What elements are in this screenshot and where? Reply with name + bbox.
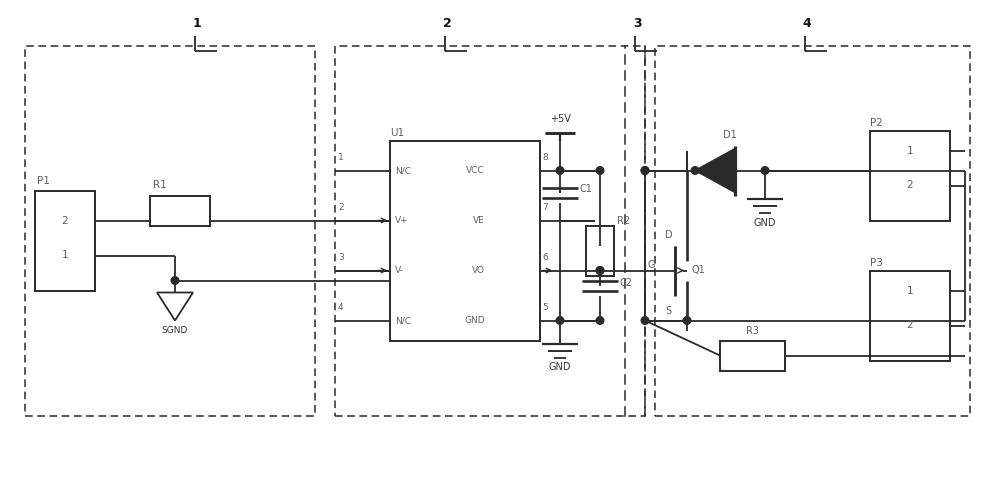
- Text: 2: 2: [62, 215, 68, 225]
- Bar: [335, 46, 645, 415]
- Text: 1: 1: [62, 250, 68, 261]
- Text: 1: 1: [193, 17, 201, 30]
- Text: N/C: N/C: [395, 166, 411, 175]
- Text: G: G: [648, 261, 656, 271]
- Text: R1: R1: [153, 180, 167, 190]
- Circle shape: [641, 317, 649, 324]
- Text: P1: P1: [37, 175, 50, 185]
- Text: 1: 1: [338, 153, 344, 162]
- Circle shape: [596, 267, 604, 275]
- Text: 2: 2: [907, 180, 913, 190]
- Text: 5: 5: [542, 303, 548, 312]
- Text: 2: 2: [443, 17, 451, 30]
- Text: 1: 1: [907, 145, 913, 155]
- Bar: [720, 341, 785, 371]
- Bar: [150, 195, 210, 225]
- Circle shape: [596, 167, 604, 174]
- Bar: [655, 46, 970, 415]
- Text: +5V: +5V: [550, 115, 570, 125]
- Text: P2: P2: [870, 118, 883, 127]
- Text: R3: R3: [746, 326, 759, 336]
- Text: S: S: [665, 306, 671, 316]
- Text: SGND: SGND: [162, 326, 188, 335]
- Text: Q1: Q1: [692, 266, 706, 276]
- Text: P3: P3: [870, 258, 883, 268]
- Circle shape: [761, 167, 769, 174]
- Circle shape: [556, 167, 564, 174]
- Text: N/C: N/C: [395, 316, 411, 325]
- Bar: [870, 130, 950, 220]
- Polygon shape: [695, 148, 735, 192]
- Text: C1: C1: [580, 184, 593, 194]
- Text: 2: 2: [907, 321, 913, 331]
- Circle shape: [596, 267, 604, 275]
- Text: VCC: VCC: [466, 166, 485, 175]
- Bar: [390, 140, 540, 341]
- Text: VE: VE: [473, 216, 485, 225]
- Text: GND: GND: [549, 363, 571, 373]
- Text: D1: D1: [723, 130, 737, 140]
- Text: U1: U1: [390, 127, 404, 137]
- Circle shape: [556, 317, 564, 324]
- Text: 4: 4: [803, 17, 811, 30]
- Text: 1: 1: [907, 286, 913, 296]
- Bar: [586, 225, 614, 276]
- Bar: [25, 46, 315, 415]
- Circle shape: [641, 167, 649, 174]
- Text: 2: 2: [338, 203, 344, 212]
- Bar: [870, 271, 950, 361]
- Circle shape: [171, 277, 179, 284]
- Text: V-: V-: [395, 266, 404, 275]
- Text: V+: V+: [395, 216, 409, 225]
- Circle shape: [683, 317, 691, 324]
- Circle shape: [691, 167, 699, 174]
- Text: GND: GND: [464, 316, 485, 325]
- Text: 6: 6: [542, 253, 548, 262]
- Text: GND: GND: [754, 217, 776, 227]
- Text: D: D: [665, 230, 673, 240]
- Bar: [35, 190, 95, 291]
- Text: 7: 7: [542, 203, 548, 212]
- Text: 8: 8: [542, 153, 548, 162]
- Text: 4: 4: [338, 303, 344, 312]
- Text: 3: 3: [338, 253, 344, 262]
- Text: VO: VO: [472, 266, 485, 275]
- Text: 3: 3: [633, 17, 641, 30]
- Text: R2: R2: [617, 215, 630, 225]
- Circle shape: [641, 167, 649, 174]
- Text: C2: C2: [620, 278, 633, 288]
- Circle shape: [596, 317, 604, 324]
